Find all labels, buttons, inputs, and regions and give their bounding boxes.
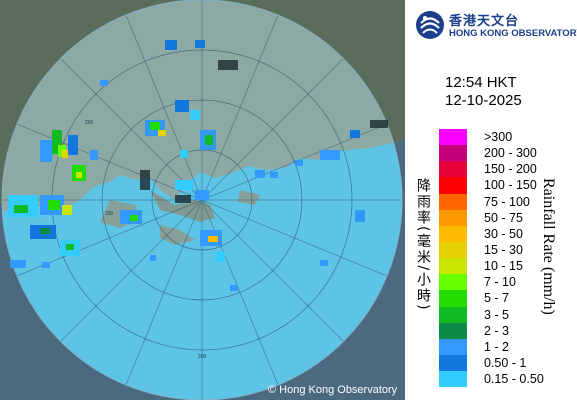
legend-swatch xyxy=(439,338,467,355)
legend-swatch xyxy=(439,225,467,242)
legend-label: 75 - 100 xyxy=(484,194,530,209)
legend-row: 15 - 30 xyxy=(439,241,577,259)
legend-row: 200 - 300 xyxy=(439,145,577,162)
observation-date: 12-10-2025 xyxy=(445,92,522,109)
coastline-shading xyxy=(140,60,388,203)
legend-label: 3 - 5 xyxy=(484,307,510,322)
legend-row: >300 xyxy=(439,129,577,146)
legend-label: 7 - 10 xyxy=(484,275,516,290)
legend-swatch xyxy=(439,306,467,323)
legend-swatch xyxy=(439,209,467,226)
legend-swatch xyxy=(439,274,467,291)
legend-swatch xyxy=(439,145,467,162)
legend-label: 15 - 30 xyxy=(484,242,523,257)
legend-label: 5 - 7 xyxy=(484,291,510,306)
legend-row: 5 - 7 xyxy=(439,290,577,307)
legend-row: 100 - 150 xyxy=(439,177,577,194)
legend-row: 50 - 75 xyxy=(439,209,577,226)
legend-row: 10 - 15 xyxy=(439,258,577,275)
legend-row: 7 - 10 xyxy=(439,274,577,291)
legend-label: 150 - 200 xyxy=(484,162,537,177)
legend-panel: 香港天文台 HONG KONG OBSERVATORY 12:54 HKT 12… xyxy=(405,0,577,400)
legend-swatch xyxy=(439,177,467,194)
rainfall-legend: >300 200 - 300 150 - 200 100 - 150 75 - 100 5… xyxy=(439,129,577,388)
legend-title-chinese: 降雨率(毫米/小時) xyxy=(415,178,431,312)
legend-label: 2 - 3 xyxy=(484,323,510,338)
legend-label: 10 - 15 xyxy=(484,259,523,274)
logo-english-name: HONG KONG OBSERVATORY xyxy=(449,28,577,39)
legend-label: 1 - 2 xyxy=(484,339,510,354)
legend-label: 30 - 50 xyxy=(484,226,523,241)
legend-row: 75 - 100 xyxy=(439,193,577,210)
legend-row: 2 - 3 xyxy=(439,322,577,339)
legend-label: 50 - 75 xyxy=(484,210,523,225)
legend-swatch xyxy=(439,354,467,372)
radar-map-canvas: 200 200 200 xyxy=(0,0,405,400)
legend-row: 3 - 5 xyxy=(439,306,577,323)
hko-emblem-icon xyxy=(415,10,445,40)
observation-time: 12:54 HKT xyxy=(445,74,517,91)
legend-label: 200 - 300 xyxy=(484,146,537,161)
legend-row: 150 - 200 xyxy=(439,161,577,178)
legend-swatch xyxy=(439,193,467,210)
logo-chinese-name: 香港天文台 xyxy=(449,14,520,29)
legend-swatch xyxy=(439,371,467,388)
legend-label: 0.50 - 1 xyxy=(484,355,527,370)
legend-row: 0.15 - 0.50 xyxy=(439,371,577,388)
legend-label: 100 - 150 xyxy=(484,178,537,193)
legend-row: 1 - 2 xyxy=(439,338,577,355)
legend-swatch xyxy=(439,241,467,259)
legend-title-english: Rainfall Rate (mm/h) xyxy=(540,178,557,315)
radar-map[interactable]: 200 200 200 © Hong Kong Observatory xyxy=(0,0,405,400)
rain-echoes xyxy=(8,40,365,291)
range-label-south: 200 xyxy=(198,354,207,360)
legend-row: 0.50 - 1 xyxy=(439,354,577,372)
legend-row: 30 - 50 xyxy=(439,225,577,242)
hko-logo[interactable]: 香港天文台 HONG KONG OBSERVATORY xyxy=(413,8,577,42)
legend-swatch xyxy=(439,290,467,307)
range-label-west: 200 xyxy=(105,211,114,217)
legend-swatch xyxy=(439,129,467,146)
legend-swatch xyxy=(439,161,467,178)
legend-label: 0.15 - 0.50 xyxy=(484,372,544,387)
copyright-notice: © Hong Kong Observatory xyxy=(268,384,398,396)
legend-swatch xyxy=(439,322,467,339)
range-label-northwest: 200 xyxy=(85,120,94,126)
legend-label: >300 xyxy=(484,130,513,144)
legend-swatch xyxy=(439,258,467,275)
